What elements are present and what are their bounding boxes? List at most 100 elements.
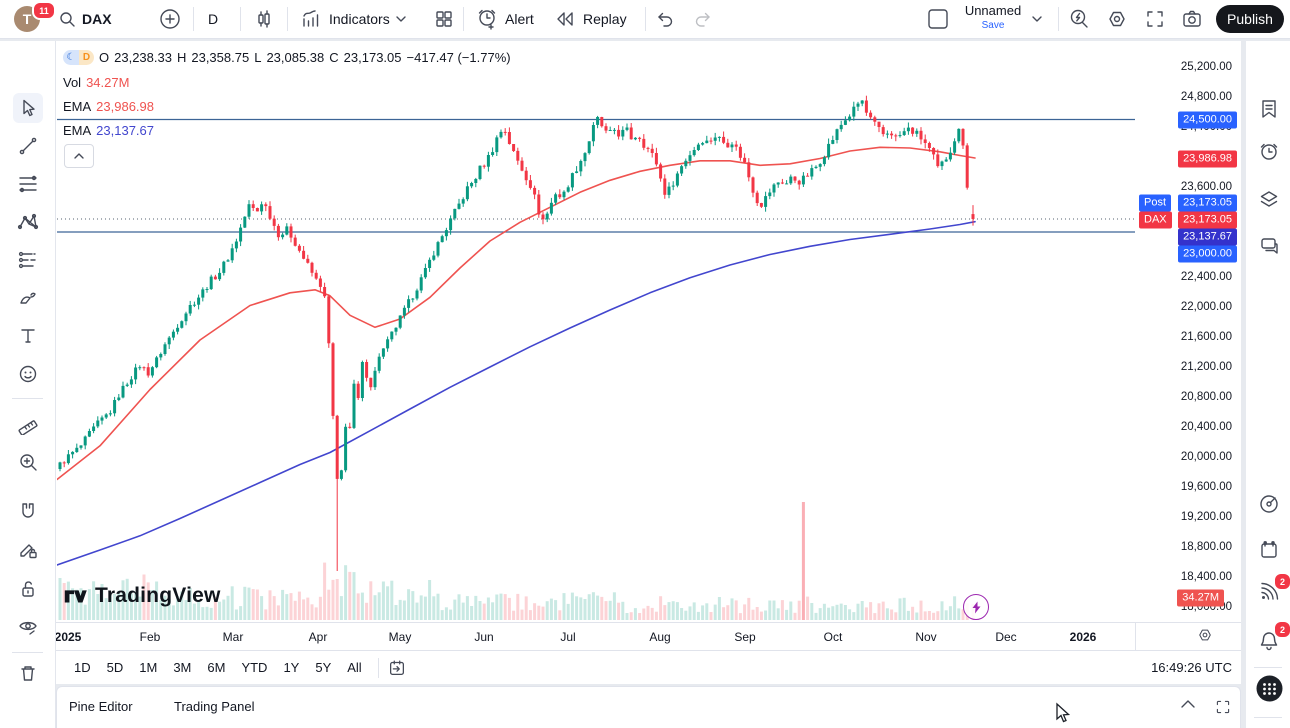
- publish-button[interactable]: Publish: [1216, 5, 1284, 33]
- low-label: L: [254, 50, 262, 65]
- remove-drawings-button[interactable]: [13, 658, 43, 688]
- market-status-pill: ☾ D: [63, 50, 94, 65]
- trash-icon: [21, 666, 35, 681]
- lightning-icon: [972, 601, 980, 613]
- pattern-tool-button[interactable]: [13, 207, 43, 237]
- tab-pine-editor[interactable]: Pine Editor: [69, 699, 133, 714]
- ruler-icon: [18, 420, 38, 435]
- range-5d-button[interactable]: 5D: [106, 660, 124, 675]
- hide-drawings-button[interactable]: [13, 612, 43, 642]
- forecast-tool-button[interactable]: [13, 245, 43, 275]
- price-badge: 24,500.00: [1178, 111, 1237, 129]
- panel-maximize-button[interactable]: [1215, 699, 1231, 715]
- watchlist-button[interactable]: [1255, 95, 1283, 123]
- legend-collapse-button[interactable]: [64, 144, 94, 168]
- range-5y-button[interactable]: 5Y: [315, 660, 332, 675]
- brush-tool-button[interactable]: [13, 283, 43, 313]
- interval-button[interactable]: D: [208, 0, 218, 38]
- emoji-tool-button[interactable]: [13, 359, 43, 389]
- hotlists-button[interactable]: [1255, 185, 1283, 213]
- range-1y-button[interactable]: 1Y: [283, 660, 300, 675]
- cursor-tool-button[interactable]: [13, 93, 43, 123]
- ema-slow-line[interactable]: [57, 220, 976, 566]
- clock-timezone-button[interactable]: 16:49:26 UTC: [1151, 660, 1232, 675]
- time-scale[interactable]: 2025 Feb Mar Apr May Jun Jul Aug Sep Oct Nov Dec 202…: [55, 623, 1135, 650]
- gear-icon: [1199, 629, 1211, 641]
- legend-ohlc-row[interactable]: ☾ D O 23,238.33 H 23,358.75 L 23,085.38 C 23…: [63, 50, 511, 65]
- magnet-tool-button[interactable]: [13, 496, 43, 526]
- save-link[interactable]: Save: [981, 20, 1005, 31]
- range-3m-button[interactable]: 3M: [173, 660, 192, 675]
- apps-menu-button[interactable]: [1255, 674, 1283, 702]
- redo-button[interactable]: [691, 0, 715, 38]
- streams-button[interactable]: 2: [1255, 572, 1290, 606]
- indicators-button[interactable]: Indicators: [299, 0, 406, 38]
- goto-date-icon: [389, 660, 404, 675]
- chats-button[interactable]: [1255, 232, 1283, 260]
- trend-line-tool-button[interactable]: [13, 131, 43, 161]
- right-sidebar: 2 2 ?: [1246, 41, 1290, 728]
- alert-button[interactable]: Alert: [475, 0, 534, 38]
- price-line-tag-badge: DAX: [1139, 211, 1172, 229]
- price-tick: 24,800.00: [1180, 91, 1232, 103]
- layout-manager-button[interactable]: [925, 0, 951, 38]
- horizontal-line-drawings[interactable]: [57, 118, 1135, 233]
- alerts-button[interactable]: [1255, 138, 1283, 166]
- range-toolbar: 1D 5D 1M 3M 6M YTD 1Y 5Y All 16:49:26 UT…: [56, 651, 1241, 684]
- time-tick: Nov: [915, 629, 937, 644]
- drawing-toolbar: [0, 41, 56, 728]
- goto-date-button[interactable]: [387, 658, 407, 678]
- bell-icon: [1260, 632, 1278, 651]
- chart-canvas[interactable]: [57, 41, 1135, 622]
- layout-grid-button[interactable]: [432, 0, 456, 38]
- compare-add-button[interactable]: [158, 0, 182, 38]
- close-label: C: [329, 50, 339, 65]
- legend-volume-row[interactable]: Vol 34.27M: [63, 75, 129, 90]
- undo-button[interactable]: [653, 0, 677, 38]
- zoom-in-tool-button[interactable]: [13, 447, 43, 477]
- price-badge: 23,173.05: [1178, 211, 1237, 229]
- symbol-search-button[interactable]: DAX: [58, 0, 112, 38]
- ema-fast-line[interactable]: [57, 146, 976, 481]
- price-tick: 21,600.00: [1180, 331, 1232, 343]
- measure-tool-button[interactable]: [13, 409, 43, 439]
- chevron-up-icon: [74, 153, 84, 159]
- market-closed-icon: ☾: [63, 50, 79, 65]
- range-all-button[interactable]: All: [347, 660, 362, 675]
- chart-style-button[interactable]: [252, 0, 276, 38]
- notifications-button[interactable]: 2: [1255, 620, 1290, 655]
- calendar-button[interactable]: [1255, 536, 1283, 564]
- dom-button[interactable]: [1255, 490, 1283, 518]
- price-tick: 19,600.00: [1180, 481, 1232, 493]
- range-ytd-button[interactable]: YTD: [241, 660, 268, 675]
- layout-menu-chevron[interactable]: [1032, 0, 1042, 38]
- fullscreen-button[interactable]: [1143, 0, 1167, 38]
- tab-trading-panel[interactable]: Trading Panel: [174, 699, 255, 714]
- range-1d-button[interactable]: 1D: [74, 660, 91, 675]
- settings-button[interactable]: [1105, 0, 1129, 38]
- maximize-icon: [1216, 700, 1230, 714]
- panel-expand-button[interactable]: [1181, 699, 1195, 708]
- drawing-mode-tool-button[interactable]: [13, 535, 43, 565]
- time-tick: Dec: [995, 629, 1017, 644]
- replay-button[interactable]: Replay: [553, 0, 627, 38]
- divider: [12, 398, 43, 399]
- price-scale-settings-button[interactable]: [1193, 622, 1217, 648]
- lock-drawings-button[interactable]: [13, 574, 43, 604]
- text-tool-button[interactable]: [13, 321, 43, 351]
- snapshot-button[interactable]: [1180, 0, 1204, 38]
- quick-search-button[interactable]: [1067, 0, 1091, 38]
- delayed-data-icon: D: [79, 50, 94, 65]
- legend-ema-fast-row[interactable]: EMA 23,986.98: [63, 99, 154, 114]
- close-value: 23,173.05: [343, 50, 402, 65]
- fib-retracement-tool-button[interactable]: [13, 169, 43, 199]
- range-row-divider: [56, 650, 1241, 651]
- legend-ema-slow-row[interactable]: EMA 23,137.67: [63, 123, 154, 138]
- instant-order-button[interactable]: [963, 594, 989, 620]
- layout-name-save[interactable]: Unnamed Save: [958, 2, 1028, 32]
- time-tick: Oct: [823, 629, 843, 644]
- range-6m-button[interactable]: 6M: [207, 660, 226, 675]
- separator: [287, 7, 288, 31]
- range-1m-button[interactable]: 1M: [139, 660, 158, 675]
- price-scale[interactable]: 25,200.0024,800.0024,400.0023,600.0022,4…: [1135, 41, 1241, 622]
